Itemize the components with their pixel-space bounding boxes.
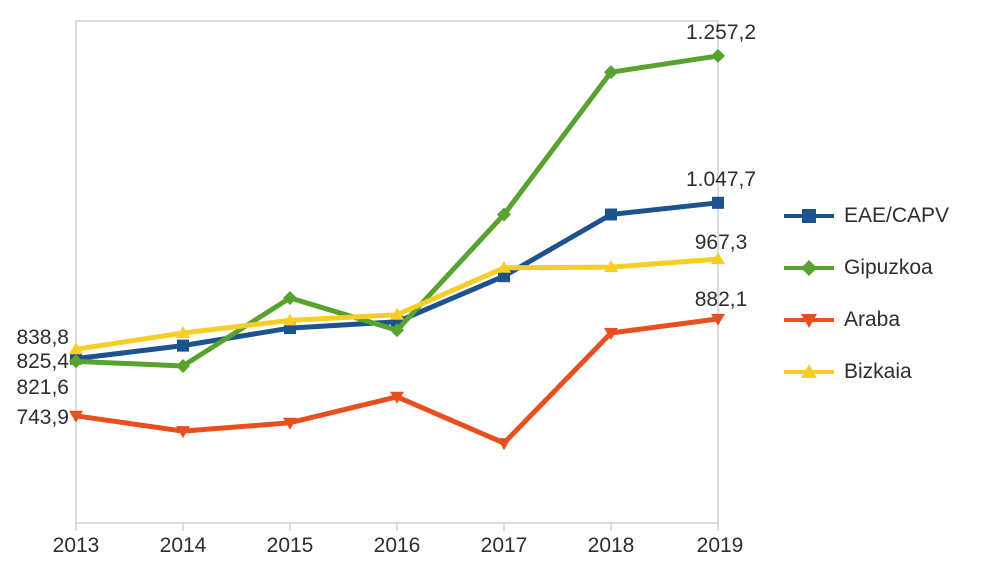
x-tick-label-2015: 2015 [266, 534, 314, 557]
x-tick-label-2013: 2013 [52, 534, 100, 557]
legend-label: Araba [844, 308, 901, 331]
start-value-label-eae-capv: 825,4 [16, 350, 69, 373]
legend-marker-diamond-icon [784, 260, 834, 276]
end-value-label-bizkaia: 967,3 [694, 231, 748, 254]
end-value-label-araba: 882,1 [694, 288, 748, 311]
start-value-label-gipuzkoa: 821,6 [16, 376, 69, 399]
legend-item-araba: Araba [783, 308, 993, 332]
end-value-label-eae-capv: 1.047,7 [685, 168, 757, 191]
x-tick-label-2016: 2016 [373, 534, 421, 557]
legend-marker-triangle-down-icon [784, 314, 834, 328]
legend-label: Bizkaia [844, 360, 912, 383]
legend-marker-square-icon [784, 209, 834, 223]
legend: EAE/CAPV Gipuzkoa Araba Bizkaia [783, 204, 993, 384]
end-value-label-gipuzkoa: 1.257,2 [685, 21, 757, 44]
legend-label: EAE/CAPV [844, 204, 950, 227]
x-tick-label-2017: 2017 [480, 534, 528, 557]
x-tick-label-2019: 2019 [696, 534, 744, 557]
legend-item-gipuzkoa: Gipuzkoa [783, 256, 993, 280]
legend-item-bizkaia: Bizkaia [783, 360, 993, 384]
start-value-label-bizkaia: 838,8 [16, 326, 69, 349]
start-value-label-araba: 743,9 [16, 406, 69, 429]
x-tick-label-2018: 2018 [587, 534, 635, 557]
legend-item-eae-capv: EAE/CAPV [783, 204, 993, 228]
legend-marker-triangle-up-icon [784, 364, 834, 378]
legend-label: Gipuzkoa [844, 256, 933, 279]
x-tick-label-2014: 2014 [159, 534, 207, 557]
